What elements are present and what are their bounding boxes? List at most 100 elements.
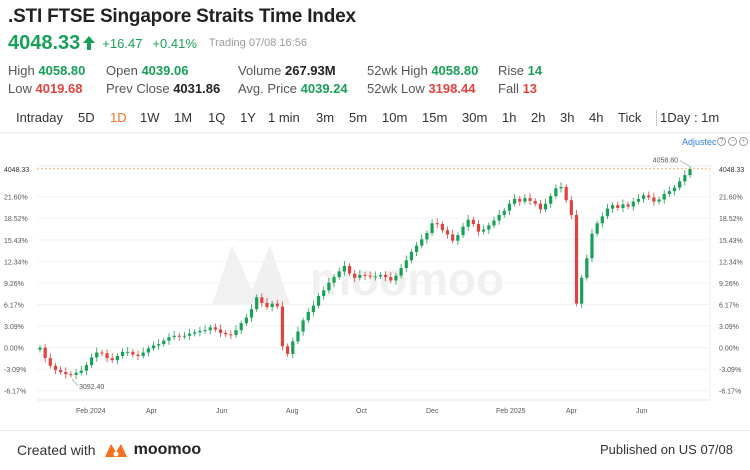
candle [678,181,682,188]
candle [353,273,357,278]
tab-1d[interactable]: 1D [110,110,127,125]
candle [662,193,666,200]
candle [647,195,651,198]
candle [48,358,52,366]
candle [518,198,522,202]
candle [239,323,243,331]
candle [430,223,434,234]
candle [332,277,336,283]
tab-10m[interactable]: 10m [382,110,408,125]
candle [652,197,656,202]
chart-gridlines [37,165,711,401]
candle [389,277,393,281]
candle [198,330,202,333]
moomoo-logo-icon [104,444,127,457]
y-tick-label: 0.00% [719,346,739,353]
x-tick-label: Apr [146,408,158,415]
y-tick-label: 21.60% [719,195,743,202]
candle [280,306,285,347]
zoom-out-icon[interactable]: − [728,137,737,146]
y-tick-label: 12.34% [4,259,28,266]
stat-label: Fall [498,81,519,96]
candle [554,188,558,197]
candle [549,196,553,204]
candle [59,369,63,373]
candle [621,204,625,208]
y-tick-label: 0.00% [4,346,24,353]
x-tick-label: Jun [216,408,227,415]
tab-3m[interactable]: 3m [316,110,335,125]
x-tick-label: Apr [566,408,578,415]
last-price-tag [715,163,749,174]
tab-1h[interactable]: 1h [502,110,517,125]
tab-5d[interactable]: 5D [78,110,95,125]
y-tick-label: 15.43% [4,238,28,245]
candle [120,351,125,356]
y-tick-label: -3.09% [4,367,26,374]
interval-select[interactable]: 1Day : 1m [660,110,720,125]
tab-1y[interactable]: 1Y [240,110,256,125]
adjust-button[interactable]: Adjustec [682,137,717,147]
stat-label: Volume [238,63,282,78]
last-price-tag [1,163,35,174]
candle [270,303,274,308]
candle [203,330,207,332]
candle [136,354,140,356]
tab-4h[interactable]: 4h [589,110,604,125]
candle [533,200,537,204]
tab-1min[interactable]: 1 min [268,110,300,125]
stats-col-1: High 4058.80 Low 4019.68 [8,62,85,98]
y-tick-label: -6.17% [719,389,741,396]
tab-intraday[interactable]: Intraday [16,110,63,125]
tab-3h[interactable]: 3h [560,110,575,125]
candle [188,333,192,336]
candle [440,223,444,231]
tab-5m[interactable]: 5m [349,110,368,125]
y-axis-left-labels: -6.17% -3.09% 0.00% 3.09% 6.17% 9.26% 12.34% 15… [4,195,28,396]
candle [249,309,254,318]
y-tick-label: 6.17% [719,303,739,310]
tab-divider [656,110,657,126]
candlestick-chart[interactable]: moomoo Feb 2024 Apr Jun Aug Oct Dec Feb 2025 Ap… [0,150,750,415]
price-change-pct: +0.41% [152,35,197,51]
candle [69,374,73,376]
candle [53,365,58,370]
candle [89,357,94,366]
status-datetime: 07/08 16:56 [248,37,307,49]
tab-30m[interactable]: 30m [462,110,488,125]
chart-annotations: 4058.80 3092.40 [71,158,690,391]
tab-2h[interactable]: 2h [531,110,546,125]
tab-1q[interactable]: 1Q [208,110,226,125]
candle [574,214,579,304]
created-with: Created with moomoo [17,441,201,459]
candle [275,303,279,307]
last-price-label: 4048.33 [4,167,29,174]
candle [641,195,646,199]
candle [146,348,150,353]
candle [38,347,42,350]
stat-label: Rise [498,63,525,78]
candle [461,226,465,236]
candle [141,352,145,356]
candle [471,219,475,224]
candle [208,327,212,331]
tab-tick[interactable]: Tick [618,110,642,125]
candle [513,198,517,204]
tab-15m[interactable]: 15m [422,110,448,125]
candle [420,239,424,246]
help-icon[interactable]: ? [717,137,726,146]
zoom-in-icon[interactable]: + [739,137,748,146]
period-tabs: Intraday 5D 1D 1W 1M 1Q 1Y 1 min 3m 5m 1… [8,107,742,129]
candle [605,208,610,217]
candle [538,203,542,210]
tab-1m[interactable]: 1M [174,110,193,125]
candle [657,199,661,202]
candle [286,346,290,354]
stat-label: Prev Close [106,81,170,96]
low-annotation: 3092.40 [79,384,104,391]
candle [244,317,248,324]
stat-52wk-low: 3198.44 [428,81,476,96]
tab-1w[interactable]: 1W [140,110,160,125]
y-tick-label: 3.09% [719,324,739,331]
annotation-leader [679,160,690,166]
